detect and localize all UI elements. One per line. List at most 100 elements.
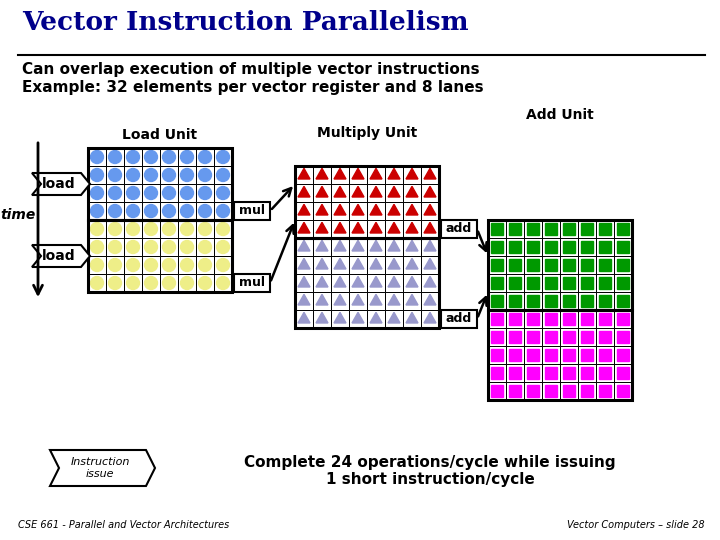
Bar [509,313,521,325]
Bar [196,148,214,166]
Bar [421,310,439,328]
Polygon shape [424,186,436,197]
Bar [313,274,331,292]
Bar [88,220,106,238]
Circle shape [217,222,230,235]
Polygon shape [316,204,328,215]
Polygon shape [406,276,418,287]
Polygon shape [388,186,400,197]
Bar [509,223,521,235]
Bar [124,238,142,256]
Bar [560,292,578,310]
Bar [295,274,313,292]
Bar [488,238,506,256]
Bar [214,256,232,274]
Bar [214,238,232,256]
Bar [349,166,367,184]
Bar [617,241,629,253]
Circle shape [91,205,104,218]
Bar [614,220,632,238]
Bar [560,364,578,382]
Bar [106,184,124,202]
Bar [295,202,313,220]
Polygon shape [388,240,400,251]
Polygon shape [352,312,364,323]
Bar [617,259,629,271]
Circle shape [127,222,140,235]
Bar [578,328,596,346]
Bar [313,220,331,238]
Bar [124,166,142,184]
Polygon shape [334,294,346,305]
Bar [178,274,196,292]
Bar [385,220,403,238]
Circle shape [91,240,104,253]
Bar [234,274,270,292]
Bar [599,349,611,361]
Bar [88,166,106,184]
Polygon shape [298,168,310,179]
Polygon shape [316,186,328,197]
Bar [506,238,524,256]
Bar [560,220,578,238]
Polygon shape [424,312,436,323]
Bar [596,256,614,274]
Bar [542,364,560,382]
Bar [560,238,578,256]
Bar [617,295,629,307]
Bar [509,295,521,307]
Bar [331,220,349,238]
Bar [88,220,232,292]
Bar [106,220,124,238]
Text: add: add [446,313,472,326]
Bar [367,166,385,184]
Circle shape [217,205,230,218]
Bar [331,184,349,202]
Text: Can overlap execution of multiple vector instructions: Can overlap execution of multiple vector… [22,62,480,77]
Bar [491,367,503,379]
Bar [617,277,629,289]
Circle shape [91,276,104,289]
Polygon shape [388,258,400,269]
Bar [385,292,403,310]
Circle shape [145,276,158,289]
Bar [196,184,214,202]
Bar [331,310,349,328]
Bar [488,310,632,400]
Bar [614,292,632,310]
Bar [403,220,421,238]
Bar [491,277,503,289]
Bar [160,166,178,184]
Bar [542,328,560,346]
Polygon shape [406,294,418,305]
Bar [385,256,403,274]
Bar [578,292,596,310]
Bar [385,184,403,202]
Bar [313,202,331,220]
Bar [614,364,632,382]
Circle shape [199,205,212,218]
Bar [617,331,629,343]
Circle shape [181,205,194,218]
Bar [542,220,560,238]
Bar [367,202,385,220]
Circle shape [91,151,104,164]
Bar [196,166,214,184]
Polygon shape [352,258,364,269]
Bar [563,223,575,235]
Bar [295,238,313,256]
Circle shape [127,276,140,289]
Bar [178,184,196,202]
Bar [421,184,439,202]
Bar [581,223,593,235]
Bar [545,349,557,361]
Bar [385,274,403,292]
Text: Multiply Unit: Multiply Unit [317,126,417,140]
Bar [527,313,539,325]
Circle shape [109,168,122,181]
Bar [331,256,349,274]
Bar [491,241,503,253]
Bar [160,184,178,202]
Bar [491,295,503,307]
Bar [578,256,596,274]
